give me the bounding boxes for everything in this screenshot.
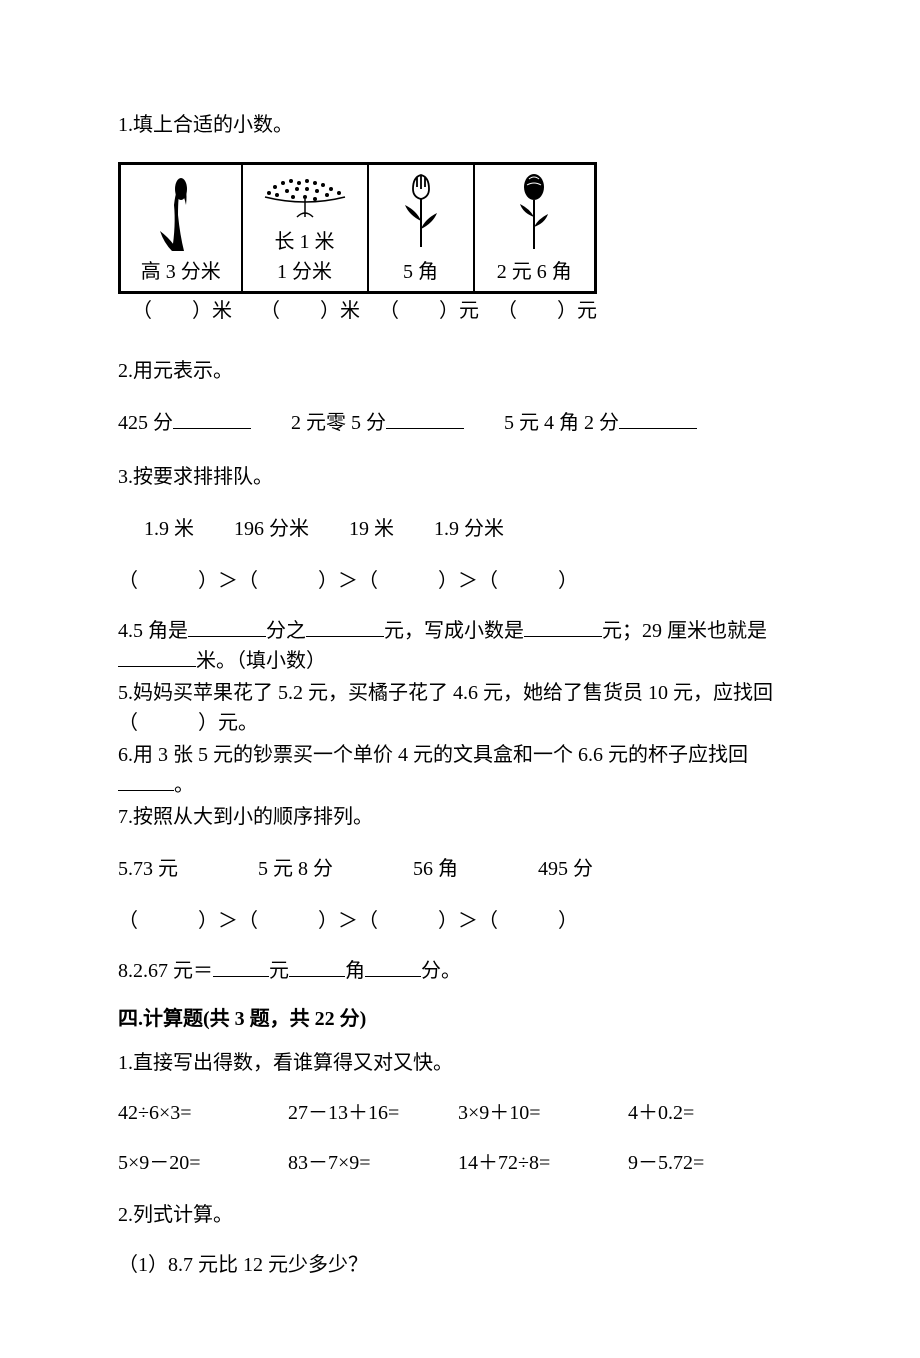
q1-prompt: 1.填上合适的小数。	[118, 110, 802, 140]
q7-item-4: 495 分	[538, 854, 593, 884]
q1-under-4: （ ）元	[484, 296, 610, 326]
q1-cell-1: 高 3 分米	[120, 164, 242, 293]
q1-cell-3: 5 角	[368, 164, 474, 293]
section4-title: 四.计算题(共 3 题，共 22 分)	[118, 1004, 802, 1034]
q3-item-1: 1.9 米	[144, 514, 194, 544]
q8-c: 角	[345, 960, 365, 982]
q2-blank-3[interactable]	[619, 409, 697, 429]
q6-a: 6.用 3 张 5 元的钞票买一个单价 4 元的文具盒和一个 6.6 元的杯子应…	[118, 744, 748, 766]
q1-under-1: （ ）米	[118, 296, 246, 326]
q3-items: 1.9 米 196 分米 19 米 1.9 分米	[118, 514, 802, 544]
q3-compare: （ ）＞（ ）＞（ ）＞（ ）	[118, 566, 802, 596]
s4q1-row2: 5×9－20= 83－7×9= 14＋72÷8= 9－5.72=	[118, 1148, 802, 1178]
q1-cell3-label: 5 角	[373, 257, 469, 287]
rose-icon	[513, 171, 555, 253]
question-3: 3.按要求排排队。 1.9 米 196 分米 19 米 1.9 分米 （ ）＞（…	[118, 462, 802, 596]
s4q1-r2-1: 5×9－20=	[118, 1148, 288, 1178]
q1-cell-2: 长 1 米 1 分米	[242, 164, 368, 293]
question-6: 6.用 3 张 5 元的钞票买一个单价 4 元的文具盒和一个 6.6 元的杯子应…	[118, 740, 802, 800]
q2-item-1: 425 分	[118, 412, 173, 434]
q4-d: 元；29 厘米也就是	[602, 620, 767, 642]
q8-blank-2[interactable]	[289, 957, 345, 977]
q6-blank[interactable]	[118, 771, 174, 791]
q6-b: 。	[174, 774, 194, 796]
s4-question-2: 2.列式计算。 （1）8.7 元比 12 元少多少？	[118, 1200, 802, 1280]
question-1: 1.填上合适的小数。 高 3 分米	[118, 110, 802, 326]
s4q1-r1-1: 42÷6×3=	[118, 1098, 288, 1128]
s4q2-prompt: 2.列式计算。	[118, 1200, 802, 1230]
q1-under-2: （ ）米	[246, 296, 374, 326]
q1-cell4-label: 2 元 6 角	[479, 257, 591, 287]
q2-item-2: 2 元零 5 分	[291, 412, 386, 434]
question-7: 7.按照从大到小的顺序排列。 5.73 元 5 元 8 分 56 角 495 分…	[118, 802, 802, 936]
q4-blank-1[interactable]	[188, 617, 266, 637]
s4q1-row1: 42÷6×3= 27－13＋16= 3×9＋10= 4＋0.2=	[118, 1098, 802, 1128]
q4-blank-2[interactable]	[306, 617, 384, 637]
flower-cluster-icon	[257, 173, 353, 223]
q7-items: 5.73 元 5 元 8 分 56 角 495 分	[118, 854, 802, 884]
question-8: 8.2.67 元＝ 元 角 分。	[118, 956, 802, 986]
s4q1-r2-3: 14＋72÷8=	[458, 1148, 628, 1178]
q3-item-4: 1.9 分米	[434, 514, 504, 544]
s4q1-prompt: 1.直接写出得数，看谁算得又对又快。	[118, 1048, 802, 1078]
q3-item-3: 19 米	[349, 514, 394, 544]
q1-table-wrap: 高 3 分米	[118, 162, 802, 326]
q8-b: 元	[269, 960, 289, 982]
plant-icon	[154, 175, 208, 253]
q4-a: 4.5 角是	[118, 620, 188, 642]
q7-item-2: 5 元 8 分	[258, 854, 333, 884]
q7-item-3: 56 角	[413, 854, 458, 884]
s4q1-r1-2: 27－13＋16=	[288, 1098, 458, 1128]
q8-blank-1[interactable]	[213, 957, 269, 977]
q4-blank-3[interactable]	[524, 617, 602, 637]
q1-cell-4: 2 元 6 角	[474, 164, 596, 293]
q7-compare: （ ）＞（ ）＞（ ）＞（ ）	[118, 906, 802, 936]
question-4: 4.5 角是 分之 元，写成小数是 元；29 厘米也就是 米。（填小数）	[118, 616, 802, 676]
q2-blank-2[interactable]	[386, 409, 464, 429]
s4-question-1: 1.直接写出得数，看谁算得又对又快。 42÷6×3= 27－13＋16= 3×9…	[118, 1048, 802, 1178]
q2-prompt: 2.用元表示。	[118, 356, 802, 386]
s4q1-r1-3: 3×9＋10=	[458, 1098, 628, 1128]
s4q1-r2-2: 83－7×9=	[288, 1148, 458, 1178]
q3-prompt: 3.按要求排排队。	[118, 462, 802, 492]
q4-e: 米。（填小数）	[196, 650, 326, 672]
q8-a: 8.2.67 元＝	[118, 960, 213, 982]
s4q2-sub1: （1）8.7 元比 12 元少多少？	[118, 1250, 802, 1280]
q1-cell1-label: 高 3 分米	[125, 257, 237, 287]
q8-blank-3[interactable]	[365, 957, 421, 977]
q4-b: 分之	[266, 620, 306, 642]
q2-items: 425 分 2 元零 5 分 5 元 4 角 2 分	[118, 408, 802, 438]
q2-blank-1[interactable]	[173, 409, 251, 429]
s4q1-r1-4: 4＋0.2=	[628, 1098, 798, 1128]
q5-text: 5.妈妈买苹果花了 5.2 元，买橘子花了 4.6 元，她给了售货员 10 元，…	[118, 682, 773, 734]
q8-d: 分。	[421, 960, 461, 982]
q7-prompt: 7.按照从大到小的顺序排列。	[118, 802, 802, 832]
tulip-icon	[399, 171, 443, 253]
q1-table: 高 3 分米	[118, 162, 597, 294]
q1-under-labels: （ ）米 （ ）米 （ ）元 （ ）元	[118, 296, 802, 326]
q7-item-1: 5.73 元	[118, 854, 178, 884]
s4q1-r2-4: 9－5.72=	[628, 1148, 798, 1178]
q1-cell2-label: 1 分米	[247, 257, 363, 287]
q3-item-2: 196 分米	[234, 514, 309, 544]
q4-c: 元，写成小数是	[384, 620, 524, 642]
q1-cell2-label-top: 长 1 米	[247, 227, 363, 257]
question-5: 5.妈妈买苹果花了 5.2 元，买橘子花了 4.6 元，她给了售货员 10 元，…	[118, 678, 802, 738]
q1-under-3: （ ）元	[374, 296, 484, 326]
question-2: 2.用元表示。 425 分 2 元零 5 分 5 元 4 角 2 分	[118, 356, 802, 438]
q2-item-3: 5 元 4 角 2 分	[504, 412, 619, 434]
q4-blank-4[interactable]	[118, 647, 196, 667]
